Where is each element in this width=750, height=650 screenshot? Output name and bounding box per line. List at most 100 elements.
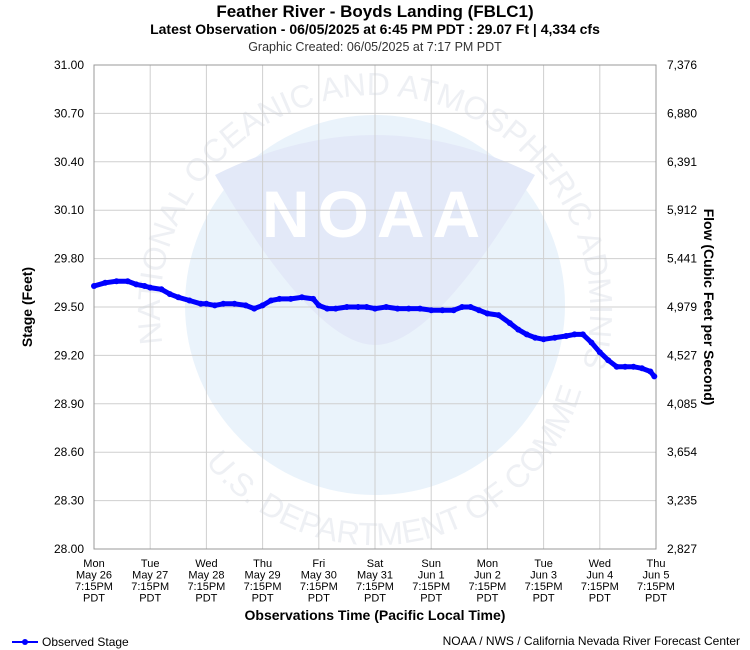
observed-stage-point (203, 300, 210, 307)
stage-tick-label: 30.10 (54, 203, 84, 217)
stage-axis-ticks: 31.00 30.70 30.40 30.10 29.80 29.50 29.20 28.90… (54, 58, 84, 556)
observed-stage-point (605, 357, 612, 364)
observed-stage-point (166, 291, 173, 298)
noaa-watermark-logo: NATIONAL OCEANIC AND ATMOSPHERIC ADMINIS… (0, 0, 619, 553)
stage-tick-label: 30.70 (54, 106, 84, 120)
observed-stage-point (186, 297, 193, 304)
time-tick-label: Thu Jun 5 7:15PM PDT (637, 558, 675, 605)
observed-stage-point (579, 331, 586, 338)
observed-stage-point (147, 284, 154, 291)
flow-tick-label: 5,912 (667, 203, 697, 217)
observed-stage-point (495, 312, 502, 319)
latest-observation: Latest Observation - 06/05/2025 at 6:45 … (150, 21, 600, 37)
observed-stage-point (394, 305, 401, 312)
observed-stage-point (102, 279, 109, 286)
plot-frame (93, 64, 657, 550)
stage-tick-label: 28.60 (54, 445, 84, 459)
graphic-created: Graphic Created: 06/05/2025 at 7:17 PM P… (248, 40, 502, 54)
observed-stage-swatch-icon (12, 637, 38, 647)
observed-stage-point (651, 373, 658, 380)
flow-tick-label: 4,527 (667, 348, 697, 362)
observed-stage-point (175, 294, 182, 301)
observed-stage-point (515, 326, 522, 333)
stage-tick-label: 29.80 (54, 252, 84, 266)
chart-legend: Observed Stage (12, 635, 129, 649)
footer-credit: NOAA / NWS / California Nevada River For… (442, 634, 740, 648)
observed-stage-point (298, 294, 305, 301)
observed-stage-point (467, 304, 474, 310)
time-tick-label: Wed May 28 7:15PM PDT (187, 558, 225, 605)
flow-tick-label: 2,827 (667, 542, 697, 556)
flow-axis-label: Flow (Cubic Feet per Second) (701, 209, 717, 406)
observed-stage-point (355, 304, 362, 310)
time-tick-label: Tue May 27 7:15PM PDT (131, 558, 169, 605)
observed-stage-point (251, 305, 258, 312)
observed-stage-point (124, 278, 131, 285)
stage-tick-label: 28.00 (54, 542, 84, 556)
chart-title: Feather River - Boyds Landing (FBLC1) (216, 2, 534, 21)
time-tick-label: Wed Jun 4 7:15PM PDT (581, 558, 619, 605)
observed-stage-point (276, 295, 283, 302)
observed-stage-point (287, 295, 294, 302)
observed-stage-point (158, 286, 165, 293)
observed-stage-point (417, 305, 423, 312)
observed-stage-point (310, 295, 317, 302)
observed-stage-point (324, 305, 331, 312)
observed-stage-point (315, 302, 322, 309)
time-tick-label: Fri May 30 7:15PM PDT (300, 558, 338, 605)
observed-stage-point (439, 307, 446, 314)
flow-axis-ticks: 7,376 6,880 6,391 5,912 5,441 4,979 4,527 4,085… (667, 58, 697, 556)
time-tick-label: Sat May 31 7:15PM PDT (356, 558, 394, 605)
flow-tick-label: 5,441 (667, 252, 697, 266)
observed-stage-point (532, 334, 539, 341)
time-axis-label: Observations Time (Pacific Local Time) (245, 607, 506, 623)
observed-stage-point (363, 304, 370, 310)
stage-tick-label: 30.40 (54, 155, 84, 169)
observed-stage-point (133, 281, 140, 288)
time-tick-label: Thu May 29 7:15PM PDT (244, 558, 282, 605)
stage-tick-label: 29.50 (54, 300, 84, 314)
flow-tick-label: 3,235 (667, 494, 697, 508)
stage-axis-label: Stage (Feet) (19, 267, 35, 347)
observed-stage-point (428, 307, 435, 314)
time-tick-label: Sun Jun 1 7:15PM PDT (412, 558, 450, 605)
observed-stage-point (113, 278, 120, 285)
observed-stage-point (588, 339, 595, 346)
stage-tick-label: 28.90 (54, 397, 84, 411)
flow-tick-label: 3,654 (667, 445, 697, 459)
stage-tick-label: 29.20 (54, 348, 84, 362)
observed-stage-point (450, 307, 457, 314)
observed-stage-point (622, 363, 629, 370)
time-tick-label: Mon Jun 2 7:15PM PDT (468, 558, 506, 605)
observed-stage-point (91, 283, 97, 289)
observed-stage-point (459, 304, 466, 310)
observed-stage-point (259, 302, 266, 309)
flow-tick-label: 4,085 (667, 397, 697, 411)
observed-stage-point (506, 320, 513, 327)
observed-stage-point (563, 333, 570, 339)
stage-tick-label: 28.30 (54, 494, 84, 508)
flow-tick-label: 4,979 (667, 300, 697, 314)
stage-tick-label: 31.00 (54, 58, 84, 72)
chart-grid (93, 64, 657, 550)
observed-stage-point (231, 300, 238, 307)
time-tick-label: Tue Jun 3 7:15PM PDT (525, 558, 563, 605)
observed-stage-point (613, 363, 620, 370)
legend-label: Observed Stage (42, 635, 129, 649)
observed-stage-point (141, 283, 148, 289)
flow-tick-label: 6,391 (667, 155, 697, 169)
watermark-logo-text: NOAA (262, 177, 488, 251)
time-axis-ticks: Mon May 26 7:15PM PDT Tue May 27 7:15PM PDT Wed M… (75, 558, 675, 605)
time-tick-label: Mon May 26 7:15PM PDT (75, 558, 113, 605)
observed-stage-point (242, 302, 249, 309)
observed-stage-point (405, 305, 412, 312)
observed-stage-point (211, 302, 218, 309)
observed-stage-point (647, 368, 654, 375)
observed-stage-point (220, 300, 227, 307)
observed-stage-point (571, 331, 578, 338)
observed-stage-point (596, 349, 603, 356)
observed-stage-point (383, 304, 390, 310)
observed-stage-point (630, 363, 637, 370)
observed-stage-point (197, 300, 204, 307)
